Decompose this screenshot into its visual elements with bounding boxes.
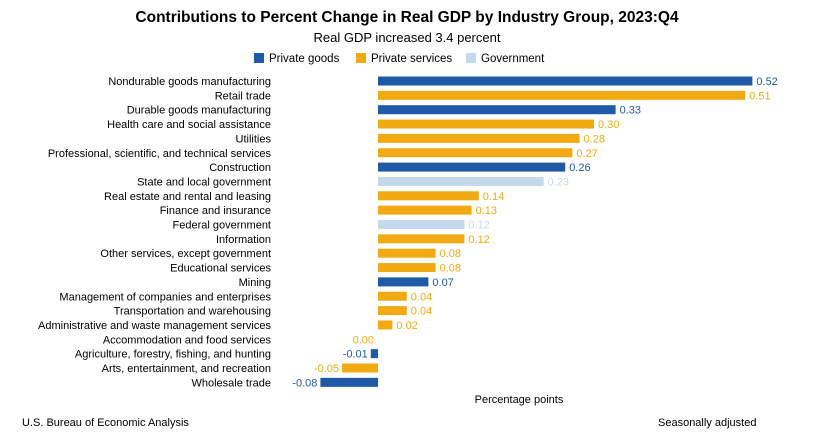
chart-title: Contributions to Percent Change in Real …	[135, 9, 679, 26]
category-label: Educational services	[170, 263, 271, 275]
bar	[378, 291, 407, 301]
value-label: 0.33	[620, 105, 641, 117]
legend-label-goods: Private goods	[269, 53, 340, 65]
category-label: Federal government	[173, 220, 271, 232]
category-label: Utilities	[236, 133, 272, 145]
category-label: Arts, entertainment, and recreation	[102, 363, 271, 375]
category-label: Administrative and waste management serv…	[38, 320, 271, 332]
value-label: 0.30	[598, 119, 619, 131]
value-label: 0.23	[548, 176, 569, 188]
value-label: 0.28	[584, 133, 605, 145]
bar	[378, 320, 393, 330]
value-label: 0.27	[576, 148, 597, 160]
value-label: 0.12	[468, 234, 489, 246]
category-label: Health care and social assistance	[107, 119, 271, 131]
bar	[378, 176, 544, 186]
category-label: Accommodation and food services	[103, 334, 272, 346]
legend-swatch-government	[466, 53, 476, 63]
footer-source: U.S. Bureau of Economic Analysis	[22, 417, 189, 429]
bars: Nondurable goods manufacturing 0.52 Retail…	[38, 76, 778, 389]
value-label: 0.13	[476, 205, 497, 217]
chart-subtitle: Real GDP increased 3.4 percent	[314, 30, 501, 45]
bar	[378, 277, 429, 287]
bar	[378, 306, 407, 316]
value-label: 0.04	[411, 291, 432, 303]
legend-swatch-services	[356, 53, 366, 63]
value-label: 0.51	[749, 90, 770, 102]
value-label: 0.12	[468, 220, 489, 232]
bar	[378, 220, 465, 229]
category-label: Nondurable goods manufacturing	[108, 76, 271, 88]
value-label: -0.05	[314, 363, 339, 375]
bar	[378, 105, 616, 115]
category-label: Finance and insurance	[160, 205, 271, 217]
value-label: 0.52	[756, 76, 777, 88]
category-label: Mining	[239, 277, 271, 289]
category-label: Information	[216, 234, 271, 246]
bar	[378, 263, 436, 273]
category-label: Wholesale trade	[192, 377, 272, 389]
bar	[378, 90, 746, 100]
bar	[378, 76, 753, 86]
value-label: 0.08	[440, 248, 461, 260]
bar	[320, 377, 378, 387]
value-label: -0.08	[292, 377, 317, 389]
bar	[378, 234, 465, 244]
category-label: State and local government	[137, 176, 271, 188]
value-label: 0.04	[411, 306, 432, 318]
bar	[378, 148, 573, 158]
bar	[378, 133, 580, 143]
legend-swatch-goods	[254, 53, 264, 63]
category-label: Management of companies and enterprises	[59, 291, 271, 303]
bar	[342, 363, 378, 373]
legend: Private goods Private services Government	[254, 53, 545, 65]
category-label: Retail trade	[215, 90, 271, 102]
value-label: 0.00	[353, 334, 374, 346]
bar	[370, 349, 378, 359]
value-label: 0.14	[483, 191, 504, 203]
category-label: Transportation and warehousing	[114, 306, 271, 318]
x-axis-label: Percentage points	[475, 394, 564, 406]
bar	[378, 162, 566, 172]
category-label: Professional, scientific, and technical …	[48, 148, 272, 160]
category-label: Real estate and rental and leasing	[104, 191, 271, 203]
bar	[378, 191, 479, 201]
category-label: Durable goods manufacturing	[127, 105, 271, 117]
category-label: Agriculture, forestry, fishing, and hunt…	[75, 349, 271, 361]
legend-label-services: Private services	[371, 53, 452, 65]
bar	[378, 248, 436, 258]
bar	[378, 205, 472, 215]
value-label: 0.26	[569, 162, 590, 174]
legend-label-government: Government	[481, 53, 545, 65]
category-label: Construction	[209, 162, 271, 174]
value-label: 0.02	[396, 320, 417, 332]
category-label: Other services, except government	[100, 248, 271, 260]
value-label: 0.07	[432, 277, 453, 289]
value-label: -0.01	[343, 349, 368, 361]
bar	[378, 119, 594, 129]
value-label: 0.08	[440, 263, 461, 275]
footer-note: Seasonally adjusted	[658, 417, 757, 429]
